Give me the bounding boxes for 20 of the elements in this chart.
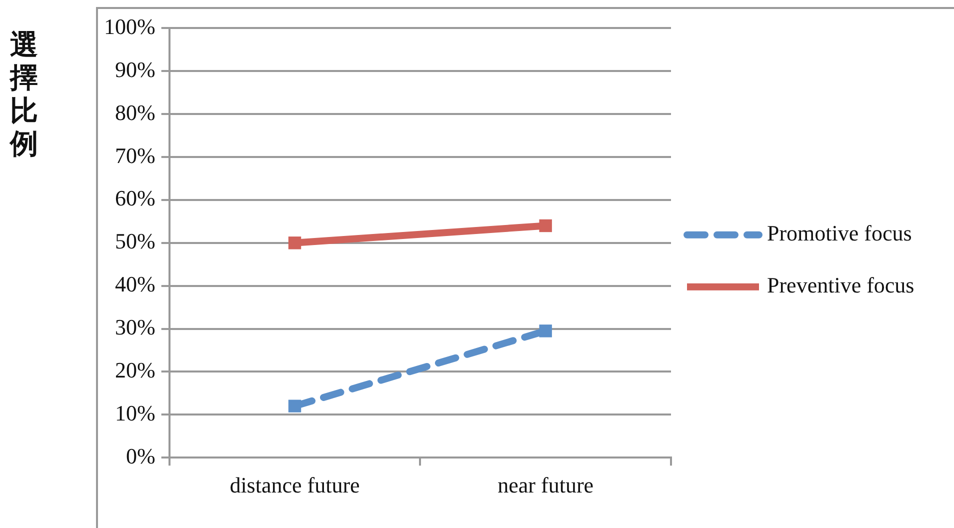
y-tick-label: 50% [115, 228, 156, 254]
y-tick-label: 100% [104, 14, 156, 39]
y-tick-label: 40% [115, 272, 156, 297]
y-axis-title: 選擇比例 [10, 28, 39, 160]
x-tick-label: near future [498, 472, 594, 498]
legend-label: Promotive focus [767, 220, 912, 246]
legend-label: Preventive focus [767, 272, 914, 298]
point [539, 219, 552, 232]
y-tick-label: 10% [115, 400, 156, 426]
point [539, 324, 552, 338]
point [288, 400, 302, 412]
y-tick-label: 0% [126, 443, 156, 468]
y-tick-label: 90% [115, 56, 156, 82]
point [288, 236, 302, 250]
y-tick-label: 70% [115, 142, 156, 168]
y-tick-label: 60% [115, 186, 156, 211]
x-tick-label: distance future [230, 472, 360, 498]
y-tick-label: 20% [115, 358, 156, 382]
y-tick-label: 80% [115, 100, 156, 125]
y-tick-label: 30% [115, 314, 156, 340]
